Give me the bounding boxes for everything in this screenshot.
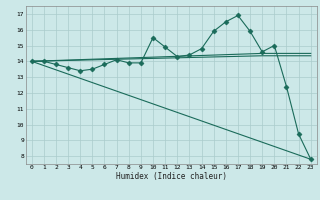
X-axis label: Humidex (Indice chaleur): Humidex (Indice chaleur)	[116, 172, 227, 181]
